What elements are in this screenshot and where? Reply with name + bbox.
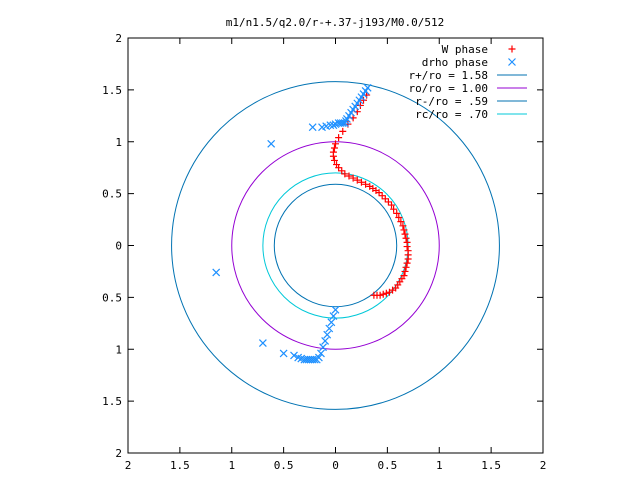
- w-phase-point: [401, 267, 409, 275]
- w-phase-point: [379, 290, 387, 298]
- w-phase-point: [385, 288, 393, 296]
- w-phase-point: [360, 96, 368, 104]
- x-tick-label: 2: [125, 459, 132, 472]
- w-phase-point: [378, 192, 386, 200]
- w-phase-point: [382, 289, 390, 297]
- w-phase-point: [349, 174, 357, 182]
- w-phase-point: [335, 164, 343, 172]
- w-phase-point: [403, 243, 411, 251]
- w-phase-point: [370, 291, 378, 299]
- w-phase-point: [397, 218, 405, 226]
- w-phase-point: [384, 198, 392, 206]
- w-phase-point: [402, 263, 410, 271]
- x-tick-label: 1.5: [481, 459, 501, 472]
- w-phase-point: [390, 205, 398, 213]
- drho-phase-point: [321, 337, 330, 345]
- w-phase-point: [330, 156, 338, 164]
- w-phase-point: [356, 101, 364, 109]
- y-tick-label: 0.5: [102, 291, 122, 304]
- w-phase-point: [345, 172, 353, 180]
- w-phase-point: [341, 170, 349, 178]
- w-phase-point: [401, 230, 409, 238]
- w-phase-point: [395, 213, 403, 221]
- drho-phase-point: [331, 305, 340, 314]
- w-phase-point: [375, 189, 383, 197]
- y-tick-label: 0.5: [102, 188, 122, 201]
- x-tick-label: 1: [436, 459, 443, 472]
- y-tick-label: 1.5: [102, 84, 122, 97]
- chart-title: m1/n1.5/q2.0/r-+.37-j193/M0.0/512: [226, 16, 445, 29]
- w-phase-point: [330, 144, 338, 152]
- w-phase-point: [388, 201, 396, 209]
- drho-phase-point: [325, 324, 334, 333]
- x-tick-label: 0.5: [377, 459, 397, 472]
- w-phase-point: [400, 226, 408, 234]
- drho-phase-point: [294, 353, 303, 362]
- w-phase-point: [329, 152, 337, 160]
- w-phase-point: [357, 178, 365, 186]
- drho-phase-point: [318, 123, 326, 132]
- w-phase-point: [338, 167, 346, 175]
- circle-r-0_59: [273, 183, 398, 308]
- x-tick-label: 0.5: [274, 459, 294, 472]
- w-phase-point: [404, 255, 412, 263]
- legend-ro-label: ro/ro = 1.00: [409, 82, 488, 95]
- drho-phase-point: [212, 268, 221, 277]
- x-tick-label: 2: [540, 459, 547, 472]
- x-tick-label: 1: [228, 459, 235, 472]
- y-tick-label: 0: [115, 240, 122, 253]
- drho-phase-point: [279, 349, 288, 358]
- legend-r+-label: r+/ro = 1.58: [409, 69, 488, 82]
- w-phase-point: [393, 209, 401, 217]
- drho-phase-point: [329, 121, 338, 130]
- drho-phase-point: [267, 139, 276, 148]
- drho-phase-point: [327, 318, 336, 327]
- drho-phase-point: [290, 351, 298, 360]
- w-phase-point: [399, 222, 407, 230]
- circle-r-1_58: [171, 81, 500, 410]
- legend-drho-phase-label: drho phase: [422, 56, 488, 69]
- legend-r--label: r-/ro = .59: [415, 95, 488, 108]
- x-tick-label: 1.5: [170, 459, 190, 472]
- w-phase-point: [335, 134, 343, 142]
- w-phase-point: [381, 195, 389, 203]
- x-tick-label: 0: [332, 459, 339, 472]
- drho-phase-point: [323, 330, 332, 339]
- drho-phase-point: [329, 312, 338, 320]
- drho-phase-point: [258, 339, 267, 347]
- legend-drho-phase-swatch: [508, 58, 516, 66]
- y-tick-label: 1: [115, 343, 122, 356]
- legend-w-phase-swatch: [508, 45, 516, 53]
- w-phase-point: [332, 140, 339, 148]
- legend-w-phase-label: W phase: [442, 43, 488, 56]
- w-phase-point: [403, 259, 411, 267]
- legend-rc-label: rc/ro = .70: [415, 108, 488, 121]
- w-phase-point: [353, 176, 361, 184]
- y-tick-label: 1.5: [102, 395, 122, 408]
- drho-phase-point: [308, 123, 317, 132]
- w-phase-point: [339, 127, 347, 135]
- drho-phase-point: [317, 349, 325, 358]
- y-tick-label: 2: [115, 32, 122, 45]
- w-phase-point: [362, 180, 370, 188]
- drho-phase-point: [319, 343, 327, 352]
- y-tick-label: 1: [115, 136, 122, 149]
- w-phase-point: [402, 234, 410, 242]
- y-tick-label: 2: [115, 447, 122, 460]
